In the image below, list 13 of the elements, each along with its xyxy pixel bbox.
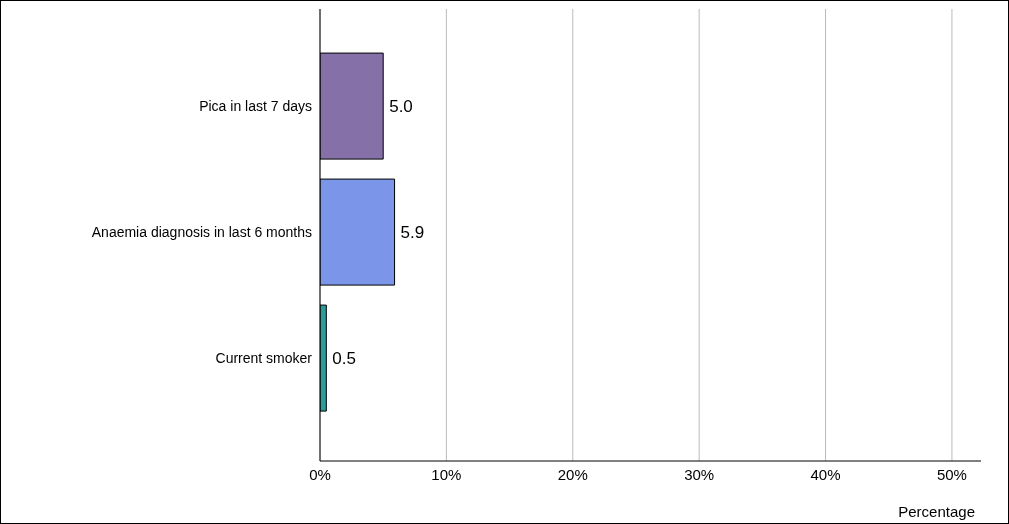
y-tick-label: Current smoker [215,349,313,366]
x-tick-label: 0% [309,465,331,483]
y-tick-label: Anaemia diagnosis in last 6 months [91,223,312,240]
data-label: 5.9 [400,223,425,243]
y-tick-label: Pica in last 7 days [199,97,312,114]
x-axis-title: Percentage [898,503,975,520]
x-tick-label: 10% [431,465,462,483]
data-label: 5.0 [389,97,413,117]
x-tick-label: 50% [936,465,967,483]
x-tick-label: 40% [810,465,841,483]
x-tick-label: 20% [557,465,588,483]
data-label: 0.5 [332,349,356,369]
x-tick-label: 30% [684,465,715,483]
